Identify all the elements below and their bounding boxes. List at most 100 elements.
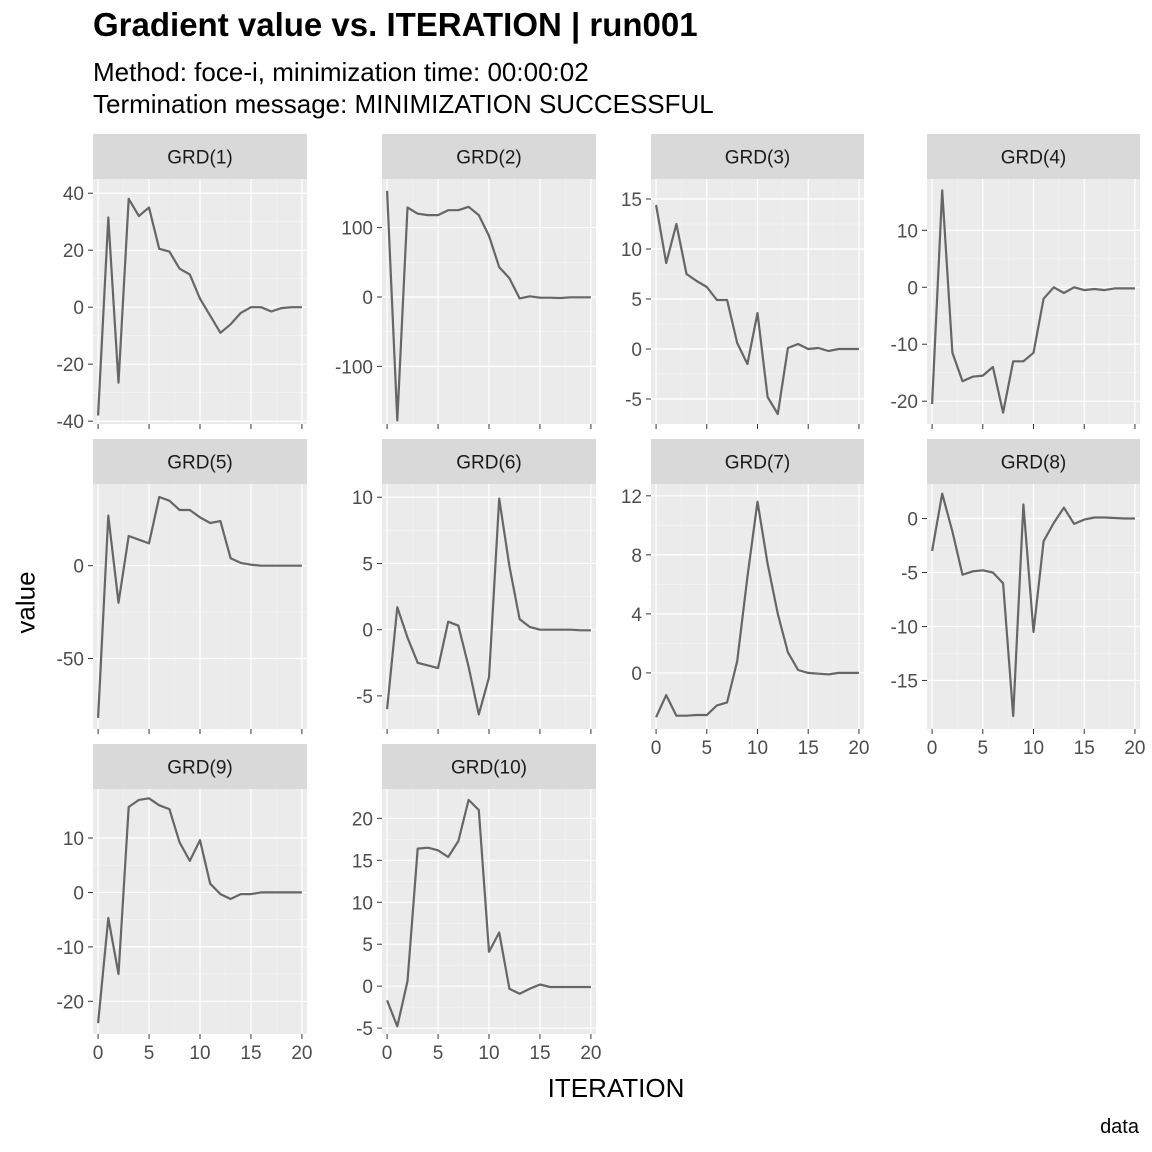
- facet-panel: GRD(2) -100 0 100: [335, 134, 596, 429]
- facet-strip-label: GRD(8): [1001, 453, 1066, 474]
- facet-strip: [651, 134, 864, 179]
- y-tick-label: -100: [335, 357, 373, 378]
- x-tick-label: 5: [701, 738, 712, 759]
- x-tick-label: 20: [580, 1043, 601, 1064]
- facet-strip: [927, 439, 1140, 484]
- facet-panel: GRD(5) -50 0: [57, 439, 307, 734]
- x-tick-label: 20: [848, 738, 869, 759]
- x-tick-label: 20: [1124, 738, 1145, 759]
- series-line: [655, 204, 859, 416]
- series-line: [386, 497, 591, 716]
- x-tick-label: 15: [1074, 738, 1095, 759]
- y-tick-label: -40: [57, 412, 84, 433]
- y-tick-label: -5: [625, 390, 642, 411]
- series-line: [931, 189, 1135, 414]
- y-tick-label: 0: [362, 288, 373, 309]
- facet-strip: [651, 439, 864, 484]
- facet-panel: GRD(7) 0 5 10 15 20 0 4 8 12: [621, 439, 869, 759]
- y-tick-label: 0: [631, 340, 642, 361]
- y-tick-label: 12: [621, 487, 642, 508]
- y-tick-label: 0: [73, 298, 84, 319]
- x-tick-label: 10: [478, 1043, 499, 1064]
- facet-strip-label: GRD(5): [167, 453, 232, 474]
- y-tick-label: 20: [352, 809, 373, 830]
- facet-panel: GRD(1) -40 -20 0 20 40: [57, 134, 307, 433]
- caption: data: [1100, 1116, 1139, 1138]
- y-tick-label: 8: [631, 546, 642, 567]
- y-tick-label: 0: [362, 621, 373, 642]
- y-tick-label: 10: [352, 893, 373, 914]
- chart-title: Gradient value vs. ITERATION | run001: [93, 6, 698, 43]
- y-tick-label: -10: [891, 617, 918, 638]
- y-tick-label: 20: [63, 241, 84, 262]
- series-line: [655, 500, 859, 718]
- facet-strip-label: GRD(7): [725, 453, 790, 474]
- facet-strip-label: GRD(1): [167, 148, 232, 169]
- x-tick-label: 5: [144, 1043, 155, 1064]
- x-tick-label: 0: [651, 738, 662, 759]
- x-tick-label: 10: [747, 738, 768, 759]
- y-tick-label: 10: [352, 488, 373, 509]
- y-tick-label: -20: [891, 392, 918, 413]
- y-tick-label: -20: [57, 355, 84, 376]
- facet-strip-label: GRD(4): [1001, 148, 1066, 169]
- x-tick-label: 5: [977, 738, 988, 759]
- x-tick-label: 20: [291, 1043, 312, 1064]
- x-tick-label: 5: [433, 1043, 444, 1064]
- y-tick-label: 0: [362, 977, 373, 998]
- y-tick-label: 10: [621, 240, 642, 261]
- y-tick-label: 15: [621, 190, 642, 211]
- y-tick-label: -5: [356, 687, 373, 708]
- facet-strip-label: GRD(10): [451, 758, 527, 779]
- facet-strip-label: GRD(3): [725, 148, 790, 169]
- y-tick-label: 0: [907, 278, 918, 299]
- series-line: [386, 190, 591, 422]
- facet-panel: GRD(9) 0 5 10 15 20 -20 -10 0 10: [57, 744, 312, 1064]
- facet-strip-label: GRD(6): [456, 453, 521, 474]
- y-tick-label: 100: [341, 219, 373, 240]
- x-tick-label: 15: [240, 1043, 261, 1064]
- y-tick-label: 10: [63, 829, 84, 850]
- facet-panel: GRD(6) -5 0 5 10: [352, 439, 596, 734]
- series-line: [386, 798, 591, 1028]
- y-tick-label: -5: [356, 1019, 373, 1040]
- facet-strip: [382, 744, 596, 789]
- x-tick-label: 0: [382, 1043, 393, 1064]
- y-tick-label: -20: [57, 992, 84, 1013]
- y-tick-label: -5: [901, 564, 918, 585]
- y-tick-label: 0: [73, 883, 84, 904]
- series-line: [931, 492, 1135, 718]
- facet-strip: [927, 134, 1140, 179]
- y-tick-label: 4: [631, 605, 642, 626]
- y-tick-label: 5: [362, 935, 373, 956]
- y-tick-label: 15: [352, 851, 373, 872]
- y-tick-label: 40: [63, 184, 84, 205]
- x-tick-label: 15: [529, 1043, 550, 1064]
- x-tick-label: 10: [189, 1043, 210, 1064]
- facet-strip: [382, 439, 596, 484]
- facet-strip-label: GRD(2): [456, 148, 521, 169]
- y-tick-label: -10: [57, 938, 84, 959]
- x-tick-label: 0: [927, 738, 938, 759]
- y-tick-label: 0: [73, 557, 84, 578]
- facet-panel: GRD(8) 0 5 10 15 20 -15 -10 -5 0: [891, 439, 1145, 759]
- x-tick-label: 10: [1023, 738, 1044, 759]
- series-line: [97, 197, 302, 416]
- series-line: [97, 495, 302, 718]
- facet-panel: GRD(10) 0 5 10 15 20 -5 0 5 10 15 20: [352, 744, 601, 1064]
- facet-strip: [93, 134, 307, 179]
- facet-strip-label: GRD(9): [167, 758, 232, 779]
- y-tick-label: -15: [891, 671, 918, 692]
- series-line: [97, 797, 302, 1024]
- facet-strip: [93, 744, 307, 789]
- y-tick-label: 5: [631, 290, 642, 311]
- y-tick-label: 5: [362, 554, 373, 575]
- y-tick-label: 0: [631, 664, 642, 685]
- facet-strip: [382, 134, 596, 179]
- y-axis-title: value: [10, 571, 41, 634]
- chart-subtitle-line2: Termination message: MINIMIZATION SUCCES…: [93, 89, 714, 119]
- y-tick-label: -50: [57, 649, 84, 670]
- chart-subtitle-line1: Method: foce-i, minimization time: 00:00…: [93, 57, 589, 87]
- y-tick-label: 10: [897, 221, 918, 242]
